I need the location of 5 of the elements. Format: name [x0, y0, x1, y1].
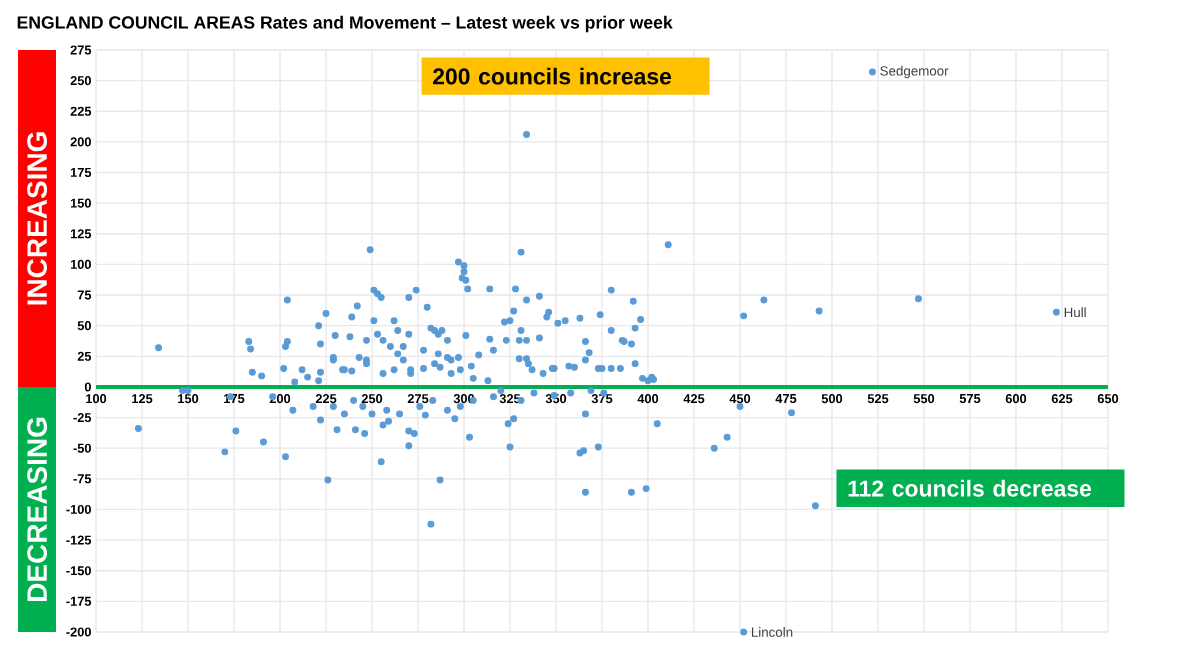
- text: INCREASING: [27, 132, 48, 305]
- annotation: 200 councils increase: [433, 67, 672, 85]
- text: DECREASING: [27, 417, 48, 601]
- annotation: 112 councils decrease: [848, 479, 1092, 497]
- chart-title: ENGLAND COUNCIL AREAS Rates and Movement – Latest week vs prior week: [17, 15, 673, 33]
